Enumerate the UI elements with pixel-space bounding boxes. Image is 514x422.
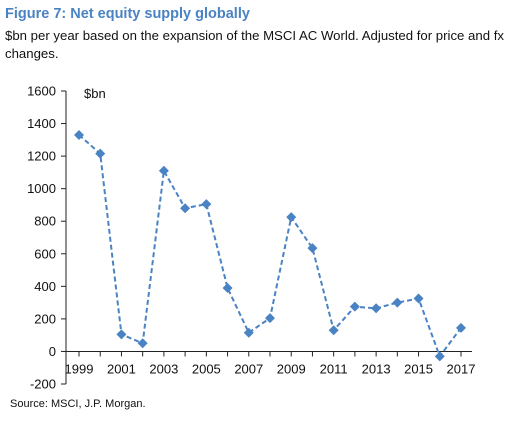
chart-title: Figure 7: Net equity supply globally bbox=[5, 6, 250, 22]
data-point bbox=[201, 199, 212, 210]
data-point bbox=[95, 148, 106, 159]
x-tick-label: 1999 bbox=[65, 361, 94, 376]
y-tick-label: 1200 bbox=[27, 149, 56, 164]
data-point bbox=[328, 325, 339, 336]
x-tick-label: 2015 bbox=[404, 361, 433, 376]
x-tick-label: 2001 bbox=[107, 361, 136, 376]
y-tick-label: 800 bbox=[34, 214, 56, 229]
data-point bbox=[180, 203, 191, 214]
data-point bbox=[371, 303, 382, 314]
data-point bbox=[116, 329, 127, 340]
series-line bbox=[74, 129, 466, 362]
y-axis: -200 0 200 400 600 800 1000 1200 1400 1600 bbox=[27, 84, 67, 392]
data-point bbox=[286, 212, 297, 223]
data-point bbox=[158, 165, 169, 176]
x-tick-label: 2009 bbox=[277, 361, 306, 376]
data-point bbox=[434, 351, 445, 362]
y-tick-label: 1600 bbox=[27, 84, 56, 99]
x-tick-label: 2007 bbox=[234, 361, 263, 376]
x-tick-label: 2017 bbox=[447, 361, 476, 376]
unit-label: $bn bbox=[84, 86, 106, 101]
data-point bbox=[413, 293, 424, 304]
data-point bbox=[265, 313, 275, 324]
data-point bbox=[222, 282, 233, 293]
x-axis: 1999 2001 2003 2005 2007 2009 2011 2013 2015 2017 bbox=[65, 350, 476, 376]
data-point bbox=[137, 338, 148, 349]
source-note: Source: MSCI, J.P. Morgan. bbox=[10, 398, 146, 410]
data-point bbox=[456, 322, 466, 333]
x-tick-label: 2005 bbox=[192, 361, 221, 376]
series-path bbox=[78, 134, 462, 359]
y-tick-label: 200 bbox=[34, 311, 56, 326]
x-tick-label: 2011 bbox=[320, 361, 348, 376]
data-point bbox=[349, 301, 360, 312]
x-tick-label: 2003 bbox=[149, 361, 178, 376]
data-point bbox=[392, 297, 403, 308]
data-point bbox=[307, 243, 318, 254]
data-point bbox=[243, 327, 254, 338]
y-tick-label: 0 bbox=[49, 344, 56, 359]
y-tick-label: -200 bbox=[30, 377, 56, 392]
y-tick-label: 600 bbox=[34, 246, 56, 261]
x-tick-label: 2013 bbox=[362, 361, 391, 376]
y-tick-label: 1000 bbox=[27, 181, 56, 196]
y-tick-label: 1400 bbox=[27, 116, 56, 131]
data-point bbox=[74, 129, 84, 140]
chart-subtitle: $bn per year based on the expansion of t… bbox=[5, 28, 504, 61]
y-tick-label: 400 bbox=[34, 279, 56, 294]
